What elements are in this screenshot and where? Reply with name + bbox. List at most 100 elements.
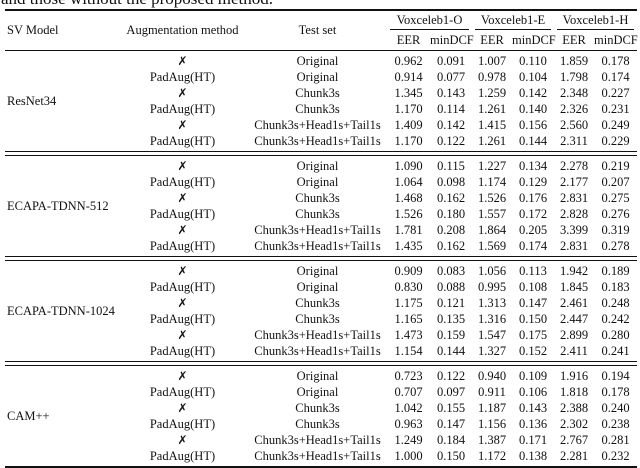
- cell-eer-e: 1.227: [477, 159, 507, 173]
- cell-eer-o: 0.707: [394, 385, 423, 399]
- cell-eer-h: 1.916: [559, 369, 589, 383]
- cell-mindcf-e: 0.176: [518, 191, 548, 205]
- cell-mindcf-o: 0.098: [436, 175, 466, 189]
- model-name: CAM++: [7, 409, 50, 423]
- cell-mindcf-e: 0.150: [518, 312, 548, 326]
- cell-mindcf-o: 0.150: [436, 449, 466, 463]
- cell-eer-h: 2.311: [560, 134, 588, 148]
- cell-mindcf-o: 0.114: [437, 102, 465, 116]
- cell-eer-o: 0.914: [394, 70, 423, 84]
- cell-eer-e: 1.007: [477, 54, 507, 68]
- header-mindcf-o: minDCF: [430, 33, 474, 47]
- model-block-ecapa-tdnn-1024: ECAPA-TDNN-1024 ✗ Original 0.909 0.083 1…: [5, 261, 637, 361]
- cell-augmentation: PadAug(HT): [149, 175, 216, 189]
- cell-mindcf-o: 0.083: [436, 264, 466, 278]
- cell-eer-o: 1.526: [394, 207, 423, 221]
- cell-test-set: Original: [296, 54, 339, 68]
- cell-eer-e: 1.261: [477, 102, 507, 116]
- cell-eer-o: 1.042: [394, 401, 423, 415]
- cell-mindcf-h: 0.194: [601, 369, 630, 383]
- cell-eer-e: 1.174: [477, 175, 507, 189]
- cell-augmentation: ✗: [177, 328, 188, 342]
- cell-eer-h: 2.767: [559, 433, 589, 447]
- cell-eer-h: 2.177: [559, 175, 589, 189]
- cell-eer-o: 1.249: [394, 433, 423, 447]
- cell-eer-h: 1.798: [559, 70, 589, 84]
- cell-mindcf-o: 0.184: [436, 433, 466, 447]
- block-divider: [5, 361, 637, 366]
- model-name: ECAPA-TDNN-1024: [7, 304, 115, 318]
- cell-test-set: Chunk3s: [295, 191, 340, 205]
- cell-mindcf-o: 0.159: [436, 328, 466, 342]
- cell-eer-h: 2.461: [559, 296, 589, 310]
- top-rule: [5, 9, 637, 11]
- cell-eer-e: 0.995: [477, 280, 507, 294]
- cell-eer-h: 2.302: [559, 417, 589, 431]
- cell-eer-e: 1.569: [477, 239, 507, 253]
- cell-eer-e: 1.156: [477, 417, 507, 431]
- cell-eer-o: 1.409: [394, 118, 423, 132]
- cell-mindcf-e: 0.143: [518, 401, 548, 415]
- cell-eer-h: 2.560: [559, 118, 589, 132]
- model-block-campp: CAM++ ✗ Original 0.723 0.122 0.940 0.109…: [5, 366, 637, 466]
- cell-test-set: Chunk3s+Head1s+Tail1s: [254, 118, 381, 132]
- cell-mindcf-h: 0.281: [601, 433, 630, 447]
- cell-mindcf-h: 0.238: [601, 417, 630, 431]
- cell-mindcf-o: 0.147: [436, 417, 466, 431]
- cell-mindcf-h: 0.278: [601, 239, 630, 253]
- cell-eer-e: 1.327: [477, 344, 507, 358]
- cell-test-set: Chunk3s: [295, 102, 340, 116]
- header-mindcf-h: minDCF: [594, 33, 638, 47]
- cell-mindcf-h: 0.240: [601, 401, 630, 415]
- cell-test-set: Original: [296, 280, 339, 294]
- cell-test-set: Chunk3s: [295, 417, 340, 431]
- cell-mindcf-h: 0.242: [601, 312, 630, 326]
- cell-test-set: Chunk3s: [295, 312, 340, 326]
- cell-test-set: Original: [296, 369, 339, 383]
- cell-augmentation: ✗: [177, 54, 188, 68]
- cell-eer-o: 0.963: [394, 417, 423, 431]
- cell-eer-h: 3.399: [559, 223, 589, 237]
- cell-augmentation: ✗: [177, 433, 188, 447]
- cell-mindcf-h: 0.232: [601, 449, 630, 463]
- cell-mindcf-o: 0.122: [436, 134, 466, 148]
- cell-eer-e: 1.261: [477, 134, 507, 148]
- cell-mindcf-h: 0.183: [601, 280, 630, 294]
- cell-mindcf-o: 0.122: [436, 369, 466, 383]
- cell-test-set: Original: [296, 264, 339, 278]
- table-header: SV Model Augmentation method Test set Vo…: [5, 11, 638, 51]
- cell-mindcf-h: 0.249: [601, 118, 630, 132]
- cell-mindcf-h: 0.280: [601, 328, 630, 342]
- cell-eer-e: 1.864: [477, 223, 507, 237]
- cell-test-set: Chunk3s+Head1s+Tail1s: [254, 433, 381, 447]
- cell-mindcf-e: 0.138: [518, 449, 548, 463]
- cell-mindcf-e: 0.205: [518, 223, 548, 237]
- cell-eer-o: 1.064: [394, 175, 423, 189]
- cell-eer-h: 2.831: [559, 191, 589, 205]
- cell-eer-h: 1.942: [559, 264, 589, 278]
- cell-augmentation: ✗: [177, 191, 188, 205]
- cell-mindcf-e: 0.108: [518, 280, 548, 294]
- cell-eer-o: 0.723: [394, 369, 423, 383]
- cell-eer-h: 2.828: [559, 207, 589, 221]
- cell-augmentation: ✗: [177, 86, 188, 100]
- caption: and those without the proposed method.: [1, 0, 640, 9]
- cell-mindcf-h: 0.248: [601, 296, 630, 310]
- model-name: ECAPA-TDNN-512: [7, 199, 109, 213]
- model-name: ResNet34: [7, 94, 57, 108]
- cell-mindcf-o: 0.135: [436, 312, 466, 326]
- cell-mindcf-h: 0.189: [601, 264, 630, 278]
- cell-augmentation: ✗: [177, 401, 188, 415]
- cell-eer-o: 0.909: [394, 264, 423, 278]
- cell-augmentation: PadAug(HT): [149, 312, 216, 326]
- cell-test-set: Chunk3s+Head1s+Tail1s: [254, 223, 381, 237]
- header-eer-e: EER: [480, 33, 504, 47]
- cell-augmentation: ✗: [177, 264, 188, 278]
- cell-augmentation: PadAug(HT): [149, 449, 216, 463]
- cell-augmentation: PadAug(HT): [149, 417, 216, 431]
- header-sv-model: SV Model: [7, 23, 59, 37]
- cell-mindcf-h: 0.276: [601, 207, 630, 221]
- cell-eer-h: 2.281: [559, 449, 589, 463]
- cell-augmentation: ✗: [177, 369, 188, 383]
- cell-mindcf-o: 0.121: [436, 296, 466, 310]
